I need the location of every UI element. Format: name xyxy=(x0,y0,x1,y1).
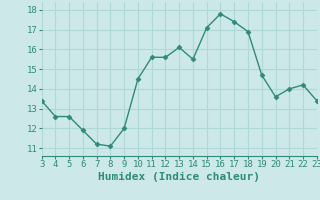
X-axis label: Humidex (Indice chaleur): Humidex (Indice chaleur) xyxy=(98,172,260,182)
